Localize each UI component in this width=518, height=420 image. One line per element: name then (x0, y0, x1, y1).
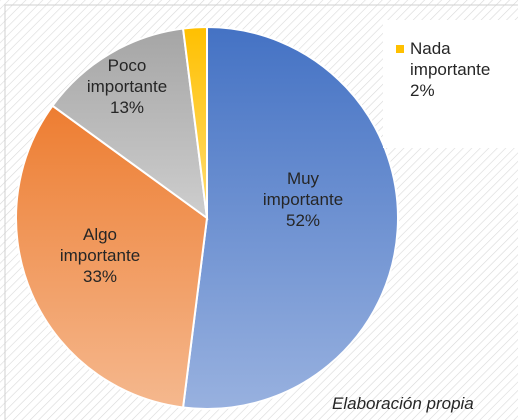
category-label: Algo importante (59, 225, 141, 265)
data-label: Poco importante 13% (72, 55, 182, 118)
data-label: Nada importante 2% (410, 38, 518, 101)
pie-slice (181, 25, 399, 410)
data-label: Muy importante 52% (253, 168, 353, 231)
pie-slice (51, 27, 209, 221)
pie-slice (181, 25, 208, 219)
label-box (383, 20, 518, 148)
category-label: Nada importante (410, 39, 491, 79)
value-label: 2% (410, 81, 435, 100)
legend-marker (396, 45, 404, 53)
note: Elaboración propia (332, 394, 474, 413)
frame (4, 4, 518, 420)
pie-slice (15, 104, 209, 409)
category-label: Poco importante (86, 56, 168, 96)
value-label: 33% (82, 267, 118, 286)
value-label: 52% (285, 211, 321, 230)
category-label: Muy importante (262, 169, 344, 209)
value-label: 13% (109, 98, 145, 117)
data-label: Algo importante 33% (45, 224, 155, 287)
